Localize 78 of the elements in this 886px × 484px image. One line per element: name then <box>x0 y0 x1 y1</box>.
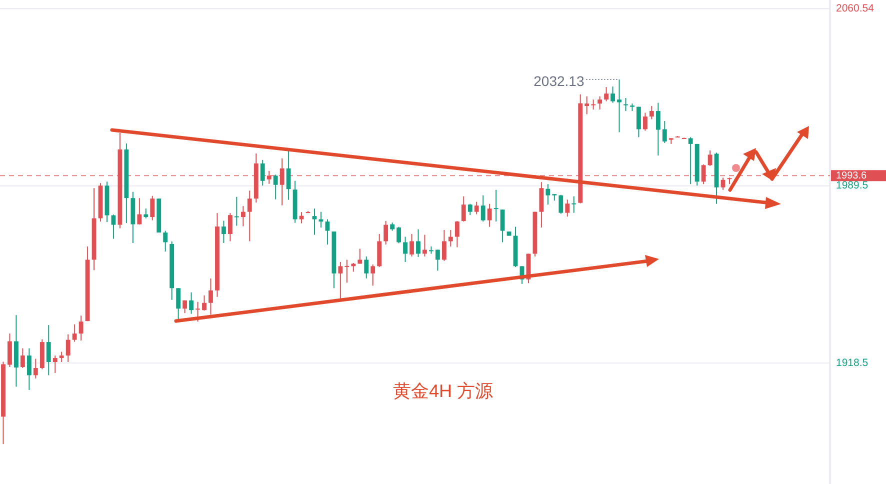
candlestick <box>494 189 498 222</box>
candlestick <box>247 190 252 242</box>
candlestick <box>240 206 246 227</box>
candlestick <box>656 102 660 156</box>
candlestick <box>624 98 628 112</box>
candlestick <box>584 96 590 115</box>
candlestick <box>196 301 200 322</box>
candlestick <box>228 212 232 242</box>
candlestick <box>468 203 472 216</box>
candlestick <box>222 220 226 244</box>
candlestick <box>59 351 64 362</box>
candlestick <box>461 196 466 222</box>
y-tick-label: 2060.54 <box>836 2 874 14</box>
candlestick <box>487 203 492 228</box>
candlestick <box>688 136 693 185</box>
candlestick <box>546 184 550 206</box>
candlestick <box>111 214 116 240</box>
candlestick <box>442 230 446 262</box>
candlestick <box>642 112 648 132</box>
candlestick <box>358 248 362 264</box>
candlestick <box>539 182 544 228</box>
candlestick <box>604 86 608 102</box>
candlestick <box>708 150 712 166</box>
candlestick <box>416 228 420 258</box>
candlestick <box>591 99 596 110</box>
candlestick <box>202 294 206 312</box>
candlestick <box>617 79 622 133</box>
candlestick <box>208 278 213 316</box>
candlestick <box>474 201 479 215</box>
candlestick <box>150 195 155 221</box>
candlestick <box>480 194 486 222</box>
candlestick <box>189 292 194 314</box>
candlestick <box>20 348 25 368</box>
candlestick <box>144 208 148 219</box>
y-tick-label: 1918.5 <box>836 356 868 369</box>
ref-line-label: 1993.6 <box>836 170 868 182</box>
annotation: 2032.13 <box>534 73 584 90</box>
candlestick <box>454 220 460 248</box>
candlestick <box>572 196 576 214</box>
candlestick <box>422 234 427 257</box>
candlestick <box>78 315 84 342</box>
candlestick <box>396 226 401 244</box>
y-tick-label: 1989.5 <box>836 180 868 192</box>
candlestick <box>435 249 440 272</box>
candlestick <box>448 230 453 247</box>
candlestick <box>163 230 168 252</box>
candlestick <box>234 196 239 226</box>
candlestick <box>610 86 615 104</box>
candlestick <box>325 218 330 245</box>
candlestick <box>26 348 32 390</box>
candlestick <box>338 261 343 300</box>
candlestick <box>662 120 667 144</box>
candlestick <box>46 324 51 376</box>
candlestick <box>598 96 602 110</box>
candlestick <box>364 256 369 279</box>
candlestick <box>370 264 376 286</box>
candlestick <box>260 159 265 186</box>
candlestick <box>8 333 12 368</box>
candlestick <box>182 300 188 314</box>
candlestick <box>500 209 505 243</box>
candlestick <box>558 194 564 214</box>
candlestick <box>384 220 388 245</box>
candlestick <box>273 174 278 200</box>
candlestick <box>33 358 38 379</box>
candlestick <box>72 324 77 342</box>
candlestick <box>66 334 70 362</box>
candlestick <box>299 212 304 224</box>
candlestick <box>410 234 414 257</box>
annotation: 黄金4H 方源 <box>392 380 494 401</box>
candlestick <box>344 259 350 284</box>
candlestick <box>403 236 408 262</box>
candlestick <box>565 199 570 218</box>
candlestick <box>286 150 291 200</box>
candlestick <box>137 198 142 226</box>
candlestick <box>312 208 317 236</box>
candlestick <box>52 355 58 374</box>
candlestick <box>636 106 641 138</box>
candlestick <box>649 106 654 120</box>
